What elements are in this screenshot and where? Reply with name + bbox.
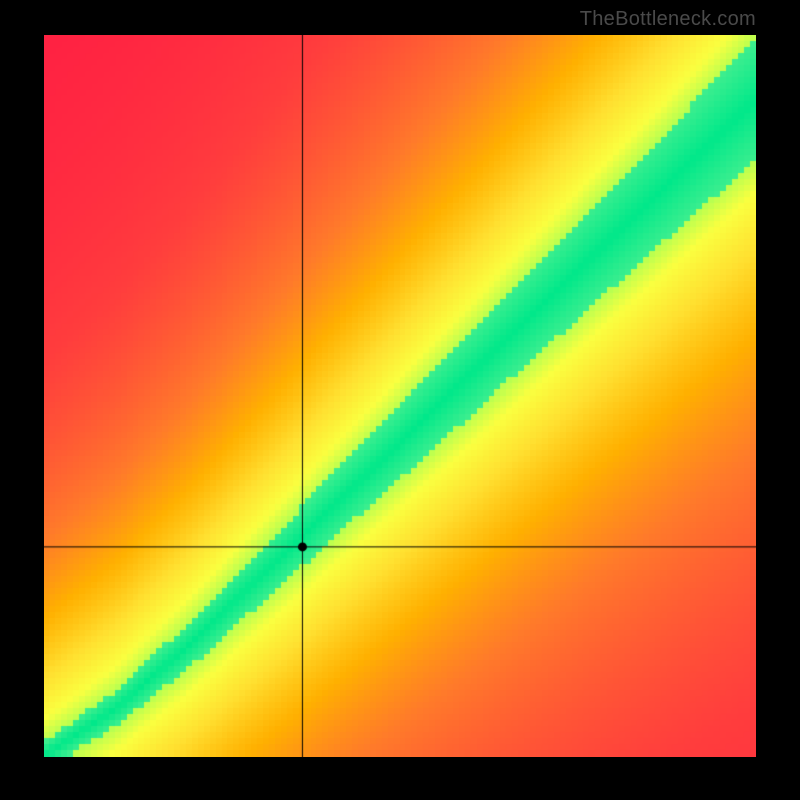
- watermark-text: TheBottleneck.com: [580, 8, 756, 31]
- heatmap-canvas: [44, 35, 756, 757]
- heatmap-plot: [44, 35, 756, 757]
